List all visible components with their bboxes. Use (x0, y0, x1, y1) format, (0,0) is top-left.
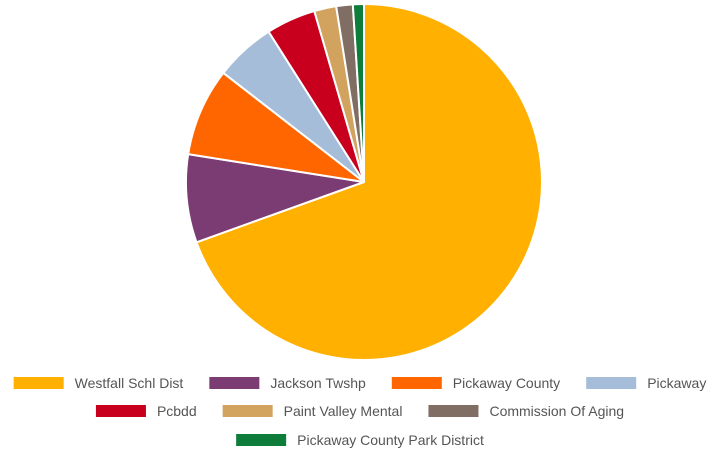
legend-label: Pickaway County Park District (297, 432, 484, 448)
legend-swatch (13, 377, 64, 389)
legend-item-paint-valley-mental[interactable]: Paint Valley Mental (222, 403, 403, 419)
legend-label: Jackson Twshp (270, 375, 366, 391)
legend-item-pickaway[interactable]: Pickaway (586, 375, 706, 391)
legend-swatch (586, 377, 637, 389)
legend-swatch (391, 377, 442, 389)
pie-slice-pickaway-county[interactable] (187, 71, 365, 183)
legend-label: Pickaway (647, 375, 706, 391)
pie-slices (185, 2, 543, 361)
legend-label: Commission Of Aging (489, 403, 624, 419)
legend-item-pickaway-county-park-district[interactable]: Pickaway County Park District (236, 432, 484, 448)
legend-swatch (209, 377, 260, 389)
legend-swatch (95, 405, 146, 417)
pie-slice-jackson-twshp[interactable] (185, 153, 365, 244)
legend-swatch (428, 405, 479, 417)
pie-slice-pickaway-county-park-district[interactable] (351, 2, 365, 183)
legend-label: Pickaway County (453, 375, 560, 391)
legend-swatch (222, 405, 273, 417)
legend: Westfall Schl Dist Jackson Twshp Pickaway … (13, 375, 706, 448)
legend-label: Westfall Schl Dist (75, 375, 184, 391)
pie-slice-westfall-schl-dist[interactable] (195, 2, 543, 361)
legend-item-pcbdd[interactable]: Pcbdd (95, 403, 197, 419)
legend-label: Paint Valley Mental (284, 403, 403, 419)
legend-item-commission-of-aging[interactable]: Commission Of Aging (428, 403, 624, 419)
legend-item-westfall-schl-dist[interactable]: Westfall Schl Dist (13, 375, 184, 391)
legend-label: Pcbdd (157, 403, 197, 419)
legend-item-jackson-twshp[interactable]: Jackson Twshp (209, 375, 366, 391)
legend-item-pickaway-county[interactable]: Pickaway County (391, 375, 560, 391)
legend-swatch (236, 434, 287, 446)
